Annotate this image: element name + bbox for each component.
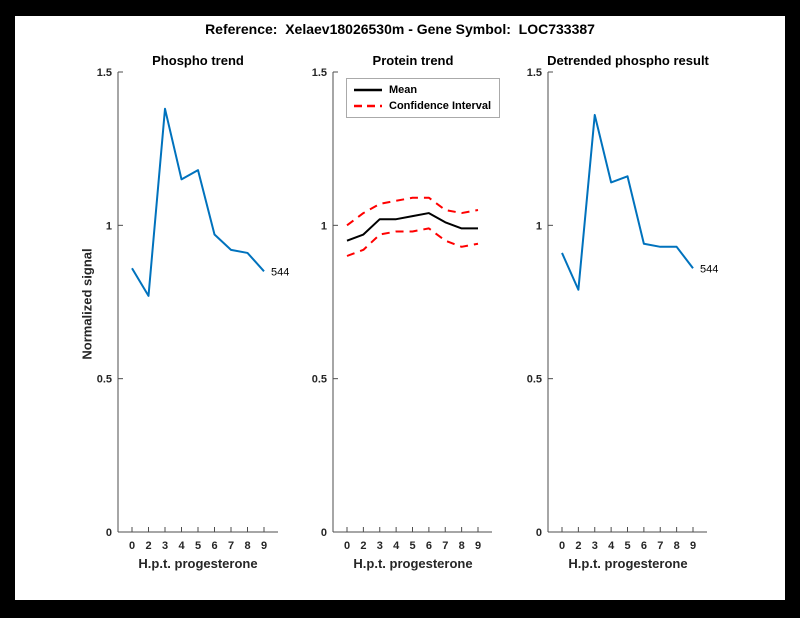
x-axis-label-phospho: H.p.t. progesterone xyxy=(138,556,258,571)
series-line xyxy=(346,227,479,257)
x-tick-label: 4 xyxy=(393,540,400,552)
x-tick-label: 5 xyxy=(409,540,415,552)
x-tick-label: 9 xyxy=(261,540,267,552)
y-tick-label: 0 xyxy=(321,527,327,539)
x-tick-label: 8 xyxy=(244,540,250,552)
x-tick-label: 5 xyxy=(195,540,201,552)
y-tick-label: 0.5 xyxy=(312,374,327,386)
x-tick-label: 6 xyxy=(426,540,432,552)
y-tick-label: 1 xyxy=(321,220,327,232)
series-end-label: 544 xyxy=(700,263,718,275)
y-tick-label: 1.5 xyxy=(97,67,112,79)
y-tick-label: 1 xyxy=(536,220,542,232)
x-tick-label: 2 xyxy=(360,540,366,552)
x-tick-label: 2 xyxy=(575,540,581,552)
y-tick-label: 0.5 xyxy=(97,374,112,386)
x-tick-label: 0 xyxy=(559,540,565,552)
x-tick-label: 7 xyxy=(442,540,448,552)
y-tick-label: 1.5 xyxy=(312,67,327,79)
x-tick-label: 4 xyxy=(178,540,185,552)
series-line xyxy=(131,107,265,297)
subplot-title-detrended: Detrended phospho result xyxy=(547,53,709,68)
x-tick-label: 7 xyxy=(228,540,234,552)
x-tick-label: 3 xyxy=(162,540,168,552)
x-tick-label: 6 xyxy=(211,540,217,552)
x-tick-label: 0 xyxy=(344,540,350,552)
y-tick-label: 1.5 xyxy=(527,67,542,79)
solid-line-swatch-icon xyxy=(354,88,382,92)
y-tick-label: 0 xyxy=(106,527,112,539)
legend-entry: Mean xyxy=(354,84,491,96)
x-tick-label: 0 xyxy=(129,540,135,552)
x-tick-label: 9 xyxy=(475,540,481,552)
series-line xyxy=(561,113,694,291)
subplot-1: 00.511.50 2 3 4 5 6 7 8 9 xyxy=(312,67,492,552)
legend-label: Confidence Interval xyxy=(389,100,492,112)
legend: Mean Confidence Interval xyxy=(346,78,501,118)
series-line xyxy=(346,196,479,227)
series-end-label: 544 xyxy=(271,266,289,278)
series-line xyxy=(346,212,478,242)
y-tick-label: 1 xyxy=(106,220,112,232)
x-tick-label: 8 xyxy=(674,540,680,552)
x-axis-label-detrended: H.p.t. progesterone xyxy=(568,556,688,571)
x-tick-label: 3 xyxy=(592,540,598,552)
legend-entry: Confidence Interval xyxy=(354,100,491,112)
y-tick-label: 0 xyxy=(536,527,542,539)
figure: Reference: Xelaev18026530m - Gene Symbol… xyxy=(15,16,785,600)
x-tick-label: 3 xyxy=(377,540,383,552)
dashed-line-swatch-icon xyxy=(354,104,382,108)
x-tick-label: 9 xyxy=(690,540,696,552)
figure-title: Reference: Xelaev18026530m - Gene Symbol… xyxy=(205,21,595,37)
x-tick-label: 4 xyxy=(608,540,615,552)
x-tick-label: 2 xyxy=(145,540,151,552)
y-tick-label: 0.5 xyxy=(527,374,542,386)
x-tick-label: 7 xyxy=(657,540,663,552)
x-axis-label-protein: H.p.t. progesterone xyxy=(353,556,473,571)
subplot-title-phospho: Phospho trend xyxy=(152,53,244,68)
subplot-title-protein: Protein trend xyxy=(372,53,454,68)
x-tick-label: 6 xyxy=(641,540,647,552)
legend-label: Mean xyxy=(389,84,418,96)
y-axis-label: Normalized signal xyxy=(79,248,95,360)
x-tick-label: 8 xyxy=(459,540,465,552)
x-tick-label: 5 xyxy=(624,540,630,552)
